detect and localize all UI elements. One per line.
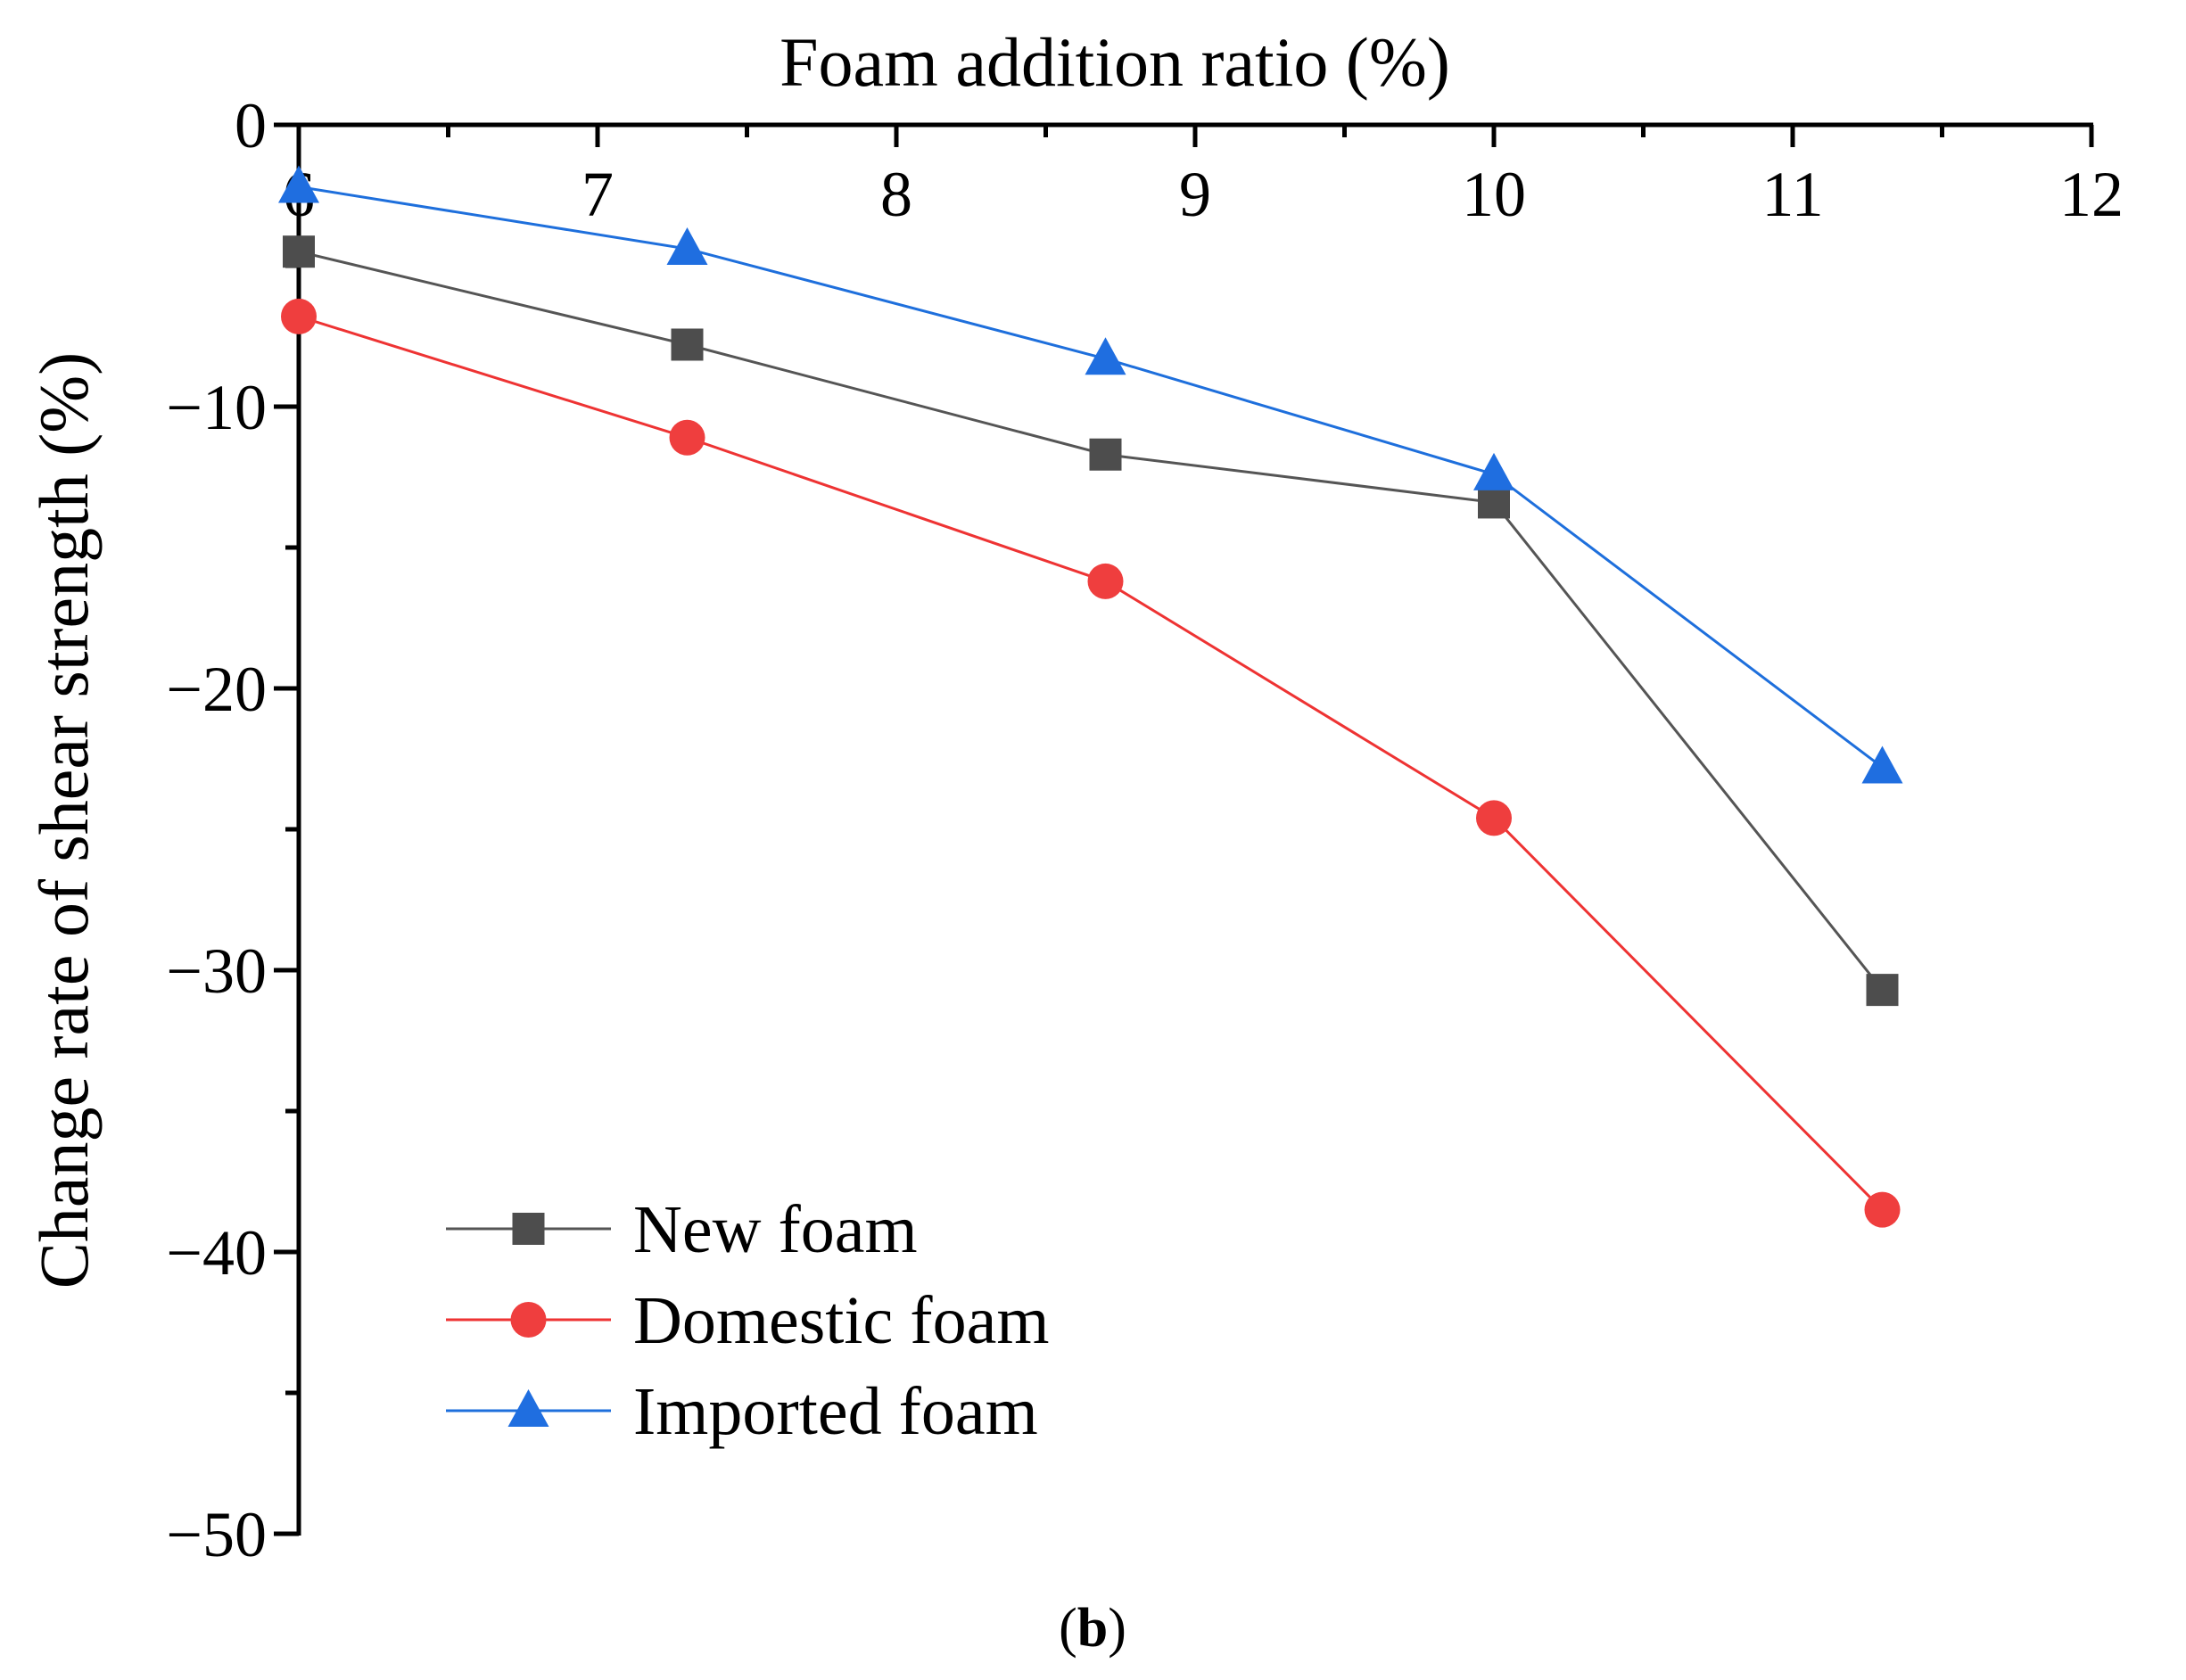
x-tick-label: 9	[1179, 159, 1211, 230]
data-point	[1866, 974, 1899, 1007]
data-point	[1864, 1191, 1901, 1228]
y-tick-label: −40	[166, 1217, 267, 1289]
y-tick-label: 0	[235, 90, 267, 161]
panel-label-letter: b	[1077, 1598, 1108, 1659]
data-point	[1861, 745, 1903, 784]
x-tick-label: 7	[582, 159, 614, 230]
data-point	[669, 419, 705, 456]
data-point	[1478, 486, 1510, 519]
x-tick-label: 10	[1462, 159, 1526, 230]
data-point	[278, 165, 319, 203]
legend-label: Domestic foam	[633, 1283, 1049, 1358]
legend-marker	[512, 1213, 545, 1245]
series-new-foam	[283, 235, 1899, 1007]
y-tick-label: −20	[166, 654, 267, 725]
legend-item: Domestic foam	[446, 1283, 1049, 1358]
y-tick-label: −50	[166, 1499, 267, 1570]
legend-item: Imported foam	[446, 1374, 1038, 1449]
legend: New foam Domestic foam Imported foam	[446, 1192, 1049, 1449]
data-point	[1085, 337, 1126, 375]
legend-marker	[507, 1389, 549, 1427]
data-point	[1473, 452, 1514, 490]
x-axis-title: Foam addition ratio (%)	[780, 23, 1450, 101]
series-layer	[278, 165, 1903, 1228]
series-domestic-foam	[281, 298, 1901, 1228]
data-point	[666, 227, 708, 266]
data-point	[283, 235, 315, 268]
legend-item: New foam	[446, 1192, 918, 1267]
x-tick-label: 11	[1761, 159, 1823, 230]
data-point	[1476, 800, 1512, 836]
panel-label-close: )	[1108, 1598, 1126, 1659]
panel-label-open: (	[1059, 1598, 1077, 1659]
axes: 67891011120−10−20−30−40−50	[166, 90, 2124, 1570]
data-point	[671, 328, 704, 361]
y-tick-label: −30	[166, 935, 267, 1007]
series-line	[298, 250, 1884, 992]
legend-label: New foam	[633, 1192, 918, 1267]
y-axis-title: Change rate of shear strength (%)	[25, 352, 103, 1289]
x-tick-label: 8	[880, 159, 912, 230]
data-point	[1087, 563, 1124, 599]
y-tick-label: −10	[166, 372, 267, 443]
panel-label: (b)	[1059, 1598, 1126, 1659]
data-point	[1089, 438, 1122, 471]
series-imported-foam	[278, 165, 1903, 784]
series-line	[298, 185, 1884, 769]
legend-marker	[510, 1302, 547, 1338]
legend-label: Imported foam	[633, 1374, 1038, 1449]
x-tick-label: 12	[2059, 159, 2124, 230]
data-point	[281, 298, 317, 334]
